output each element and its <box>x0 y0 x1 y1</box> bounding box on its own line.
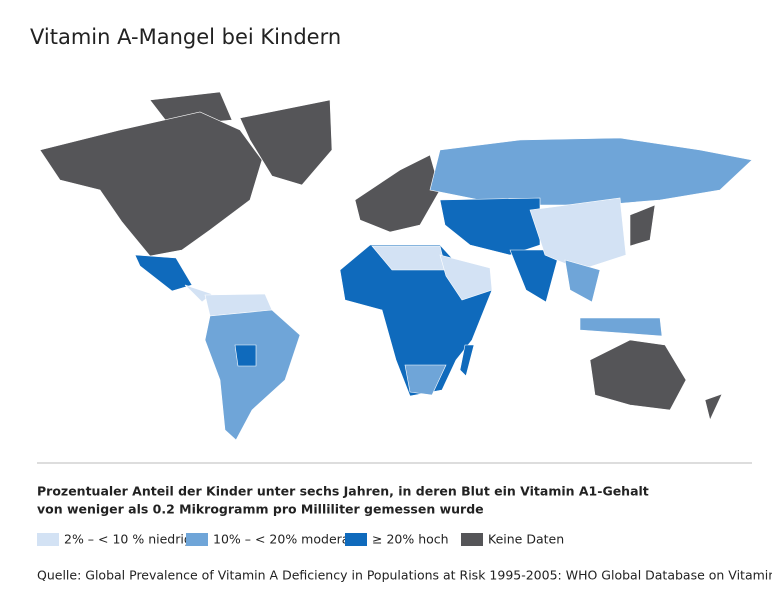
mexico <box>134 254 193 292</box>
japan <box>629 204 656 247</box>
legend-description: von weniger als 0.2 Mikrogramm pro Milli… <box>37 502 484 517</box>
source: Quelle: Global Prevalence of Vitamin A D… <box>37 568 772 583</box>
legend-description: Prozentualer Anteil der Kinder unter sec… <box>37 484 649 499</box>
new-zealand <box>704 393 723 421</box>
greenland <box>239 99 333 186</box>
russia <box>429 137 753 206</box>
bolivia <box>234 344 257 367</box>
southeast-asia <box>564 259 601 303</box>
indonesia <box>579 317 663 337</box>
north-america <box>39 111 263 257</box>
legend-swatch <box>37 533 59 546</box>
legend-swatch <box>461 533 483 546</box>
legend-swatch <box>345 533 367 546</box>
legend-label: 2% – < 10 % niedrig <box>64 532 192 547</box>
legend-label: 10% – < 20% moderat <box>213 532 354 547</box>
legend-swatch <box>186 533 208 546</box>
world-map <box>39 91 753 441</box>
south-america <box>204 309 301 441</box>
legend: 2% – < 10 % niedrig 10% – < 20% moderat ≥ … <box>37 532 564 547</box>
europe <box>354 154 441 233</box>
australia <box>589 339 687 411</box>
china <box>529 197 627 271</box>
arabia <box>439 254 493 301</box>
legend-label: Keine Daten <box>488 532 564 547</box>
madagascar <box>459 344 475 377</box>
legend-label: ≥ 20% hoch <box>372 532 449 547</box>
southern-africa <box>404 364 447 396</box>
title: Vitamin A-Mangel bei Kindern <box>30 25 341 49</box>
central-asia <box>439 197 541 256</box>
